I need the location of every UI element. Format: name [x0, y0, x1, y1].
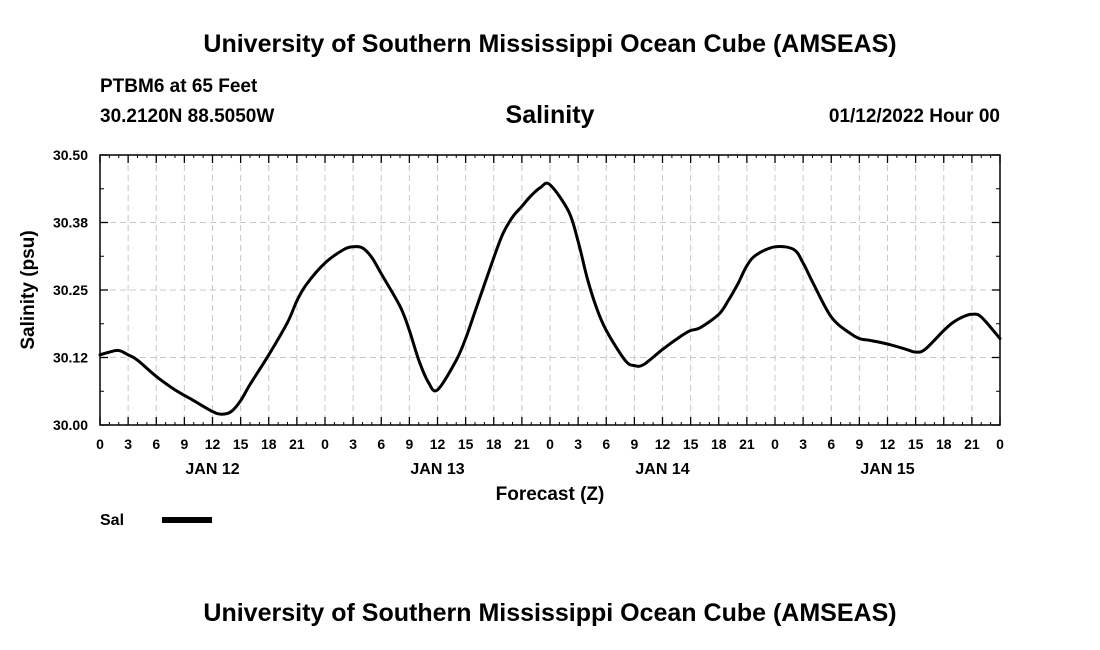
forecast-date: 01/12/2022 Hour 00	[828, 106, 1000, 127]
x-tick-label: 15	[233, 436, 249, 452]
y-tick-label: 30.50	[53, 147, 88, 163]
x-tick-label: 0	[771, 436, 779, 452]
x-tick-label: 3	[799, 436, 807, 452]
x-tick-label: 6	[377, 436, 385, 452]
station-label: PTBM6 at 65 Feet	[100, 76, 258, 97]
x-tick-label: 9	[855, 436, 863, 452]
x-tick-label: 12	[880, 436, 896, 452]
x-tick-label: 15	[908, 436, 924, 452]
x-tick-label: 18	[486, 436, 502, 452]
day-label: JAN 13	[410, 461, 464, 478]
x-tick-label: 12	[655, 436, 671, 452]
x-axis-label: Forecast (Z)	[496, 484, 605, 505]
x-tick-label: 15	[683, 436, 699, 452]
x-tick-label: 0	[546, 436, 554, 452]
x-tick-label: 21	[739, 436, 755, 452]
day-label: JAN 14	[635, 461, 689, 478]
series-line-sal	[98, 181, 1002, 416]
x-tick-label: 0	[321, 436, 329, 452]
variable-title: Salinity	[505, 101, 595, 129]
day-labels: JAN 12 JAN 13 JAN 14 JAN 15	[185, 461, 914, 478]
x-tick-label: 12	[205, 436, 221, 452]
chart-title: University of Southern Mississippi Ocean…	[203, 30, 897, 58]
x-tick-labels: 0 3 6 9 12 15 18 21 0 3 6 9 12 15 18 21 0 3 6 9 12 15 18 21 0 3 6 9…	[96, 436, 1004, 452]
y-tick-label: 30.38	[53, 215, 88, 231]
x-tick-label: 0	[96, 436, 104, 452]
tick-marks	[99, 154, 1001, 426]
x-tick-label: 18	[936, 436, 952, 452]
x-tick-label: 0	[996, 436, 1004, 452]
x-tick-label: 21	[289, 436, 305, 452]
x-tick-label: 3	[124, 436, 132, 452]
legend-label-sal: Sal	[100, 512, 124, 529]
y-axis-label: Salinity (psu)	[18, 230, 39, 349]
coordinates-label: 30.2120N 88.5050W	[100, 106, 275, 127]
day-label: JAN 15	[860, 461, 914, 478]
y-tick-label: 30.25	[53, 282, 88, 298]
y-tick-label: 30.12	[53, 350, 88, 366]
y-tick-label: 30.00	[53, 417, 88, 433]
x-tick-label: 6	[602, 436, 610, 452]
footer-title: University of Southern Mississippi Ocean…	[203, 599, 897, 627]
x-tick-label: 9	[180, 436, 188, 452]
grid-lines	[100, 155, 1000, 425]
x-tick-label: 9	[405, 436, 413, 452]
x-tick-label: 15	[458, 436, 474, 452]
x-tick-label: 18	[261, 436, 277, 452]
x-tick-label: 21	[514, 436, 530, 452]
x-tick-label: 3	[574, 436, 582, 452]
x-tick-label: 6	[152, 436, 160, 452]
x-tick-label: 6	[827, 436, 835, 452]
day-label: JAN 12	[185, 461, 239, 478]
x-tick-label: 18	[711, 436, 727, 452]
x-tick-label: 12	[430, 436, 446, 452]
legend: Sal	[100, 512, 212, 529]
x-tick-label: 21	[964, 436, 980, 452]
x-tick-label: 9	[630, 436, 638, 452]
x-tick-label: 3	[349, 436, 357, 452]
y-tick-labels: 30.00 30.12 30.25 30.38 30.50	[53, 147, 88, 433]
